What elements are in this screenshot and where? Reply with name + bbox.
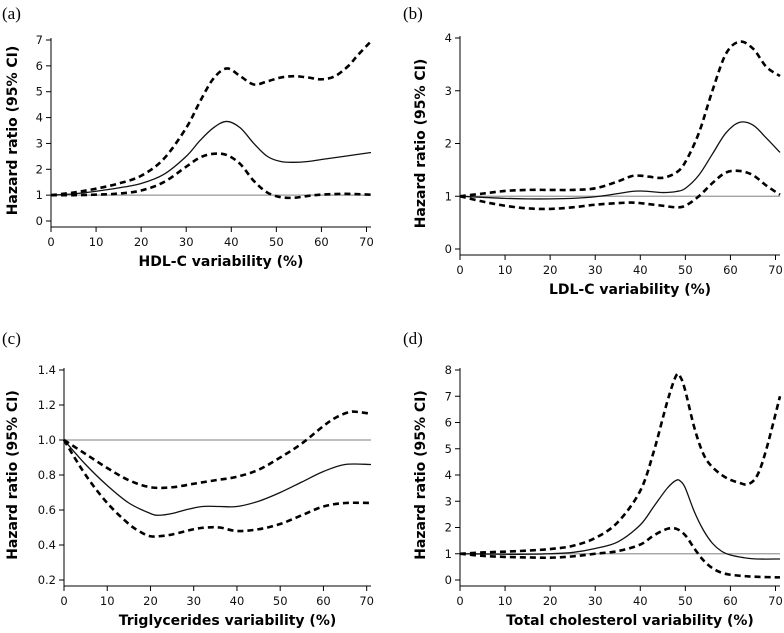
y-tick-label: 4 <box>36 111 43 125</box>
x-tick-label: 40 <box>230 594 245 608</box>
upper-ci-line <box>459 40 781 198</box>
panel-label: (c) <box>2 329 21 348</box>
lower-ci-line <box>62 439 372 538</box>
x-tick-label: 60 <box>723 594 738 608</box>
x-tick-label: 50 <box>678 594 693 608</box>
y-tick-label: 0.4 <box>38 538 56 552</box>
y-axis-title: Hazard ratio (95% CI) <box>5 390 21 560</box>
panel-label: (a) <box>2 4 21 23</box>
x-tick-label: 20 <box>134 235 149 249</box>
estimate-line <box>459 479 781 560</box>
upper-ci-line <box>50 40 372 197</box>
y-tick-label: 6 <box>445 416 452 430</box>
y-tick-label: 3 <box>36 136 43 150</box>
x-tick-label: 10 <box>498 263 513 277</box>
y-tick-label: 3 <box>445 84 452 98</box>
y-tick-label: 3 <box>445 494 452 508</box>
y-tick-label: 4 <box>445 468 452 482</box>
y-tick-label: 0 <box>445 573 452 587</box>
x-tick-label: 70 <box>768 594 783 608</box>
x-tick-label: 30 <box>588 594 603 608</box>
y-tick-label: 4 <box>445 31 452 45</box>
x-tick-label: 60 <box>316 594 331 608</box>
x-tick-label: 20 <box>143 594 158 608</box>
y-tick-label: 2 <box>445 137 452 151</box>
lower-ci-line <box>459 169 781 211</box>
y-tick-label: 0.6 <box>38 503 56 517</box>
x-tick-label: 0 <box>47 235 54 249</box>
x-tick-label: 50 <box>269 235 284 249</box>
x-tick-label: 10 <box>89 235 104 249</box>
x-tick-label: 60 <box>723 263 738 277</box>
y-tick-label: 2 <box>36 162 43 176</box>
x-tick-label: 20 <box>543 263 558 277</box>
x-axis-title: HDL-C variability (%) <box>139 254 304 270</box>
panel-label: (d) <box>403 329 423 348</box>
x-axis-title: Total cholesterol variability (%) <box>506 613 754 629</box>
y-tick-label: 7 <box>445 389 452 403</box>
y-tick-label: 5 <box>36 85 43 99</box>
estimate-line <box>63 439 372 516</box>
x-tick-label: 70 <box>359 235 374 249</box>
x-tick-label: 30 <box>179 235 194 249</box>
y-tick-label: 1.4 <box>38 363 56 377</box>
y-axis-title: Hazard ratio (95% CI) <box>413 390 429 560</box>
x-axis-title: Triglycerides variability (%) <box>119 613 337 629</box>
x-tick-label: 40 <box>633 594 648 608</box>
x-tick-label: 40 <box>633 263 648 277</box>
x-tick-label: 70 <box>768 263 783 277</box>
x-tick-label: 0 <box>60 594 67 608</box>
x-tick-label: 30 <box>588 263 603 277</box>
x-tick-label: 20 <box>543 594 558 608</box>
y-tick-label: 6 <box>36 59 43 73</box>
lower-ci-line <box>459 526 781 579</box>
y-tick-label: 1 <box>445 547 452 561</box>
y-tick-label: 0 <box>445 242 452 256</box>
x-tick-label: 10 <box>498 594 513 608</box>
x-tick-label: 50 <box>678 263 693 277</box>
x-tick-label: 10 <box>100 594 115 608</box>
chart-panel-4: (d) 0 1 2 3 4 5 6 7 8 0 10 20 30 40 50 60 70 Total cholest… <box>403 329 783 629</box>
y-axis-title: Hazard ratio (95% CI) <box>5 46 21 216</box>
panel-label: (b) <box>403 4 423 23</box>
y-axis-title: Hazard ratio (95% CI) <box>413 59 429 229</box>
x-tick-label: 60 <box>314 235 329 249</box>
y-tick-label: 1.2 <box>38 398 56 412</box>
x-tick-label: 50 <box>273 594 288 608</box>
y-tick-label: 1.0 <box>38 433 56 447</box>
y-tick-label: 0.8 <box>38 468 56 482</box>
x-tick-label: 0 <box>456 594 463 608</box>
y-tick-label: 2 <box>445 521 452 535</box>
y-tick-label: 0.2 <box>38 573 56 587</box>
estimate-line <box>50 120 372 196</box>
chart-panel-3: (c) 0.2 0.4 0.6 0.8 1.0 1.2 1.4 0 10 20 30 40 50 60 70 T… <box>2 329 374 629</box>
y-tick-label: 1 <box>36 188 43 202</box>
x-tick-label: 0 <box>456 263 463 277</box>
upper-ci-line <box>63 410 372 490</box>
upper-ci-line <box>459 372 782 556</box>
lower-ci-line <box>50 152 372 200</box>
y-tick-label: 0 <box>36 214 43 228</box>
x-tick-label: 30 <box>186 594 201 608</box>
y-tick-label: 8 <box>445 363 452 377</box>
x-tick-label: 40 <box>224 235 239 249</box>
y-tick-label: 1 <box>445 189 452 203</box>
x-axis-title: LDL-C variability (%) <box>549 282 711 298</box>
estimate-line <box>459 121 781 200</box>
y-tick-label: 7 <box>36 33 43 47</box>
y-tick-label: 5 <box>445 442 452 456</box>
x-tick-label: 70 <box>359 594 374 608</box>
